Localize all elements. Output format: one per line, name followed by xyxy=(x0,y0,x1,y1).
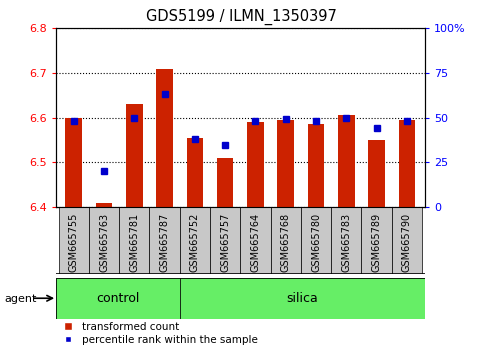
Bar xyxy=(180,207,210,274)
Text: GSM665763: GSM665763 xyxy=(99,212,109,272)
Text: GSM665752: GSM665752 xyxy=(190,212,200,272)
Bar xyxy=(338,115,355,207)
Bar xyxy=(119,207,149,274)
Bar xyxy=(217,158,233,207)
Bar xyxy=(89,207,119,274)
Text: GSM665790: GSM665790 xyxy=(402,212,412,272)
Text: GDS5199 / ILMN_1350397: GDS5199 / ILMN_1350397 xyxy=(146,9,337,25)
Bar xyxy=(180,278,425,319)
Bar xyxy=(96,202,113,207)
Text: GSM665780: GSM665780 xyxy=(311,212,321,272)
Text: GSM665781: GSM665781 xyxy=(129,212,139,272)
Text: GSM665787: GSM665787 xyxy=(159,212,170,272)
Bar xyxy=(277,120,294,207)
Bar xyxy=(392,207,422,274)
Bar xyxy=(126,104,142,207)
Bar xyxy=(398,120,415,207)
Text: silica: silica xyxy=(286,292,318,305)
Text: GSM665764: GSM665764 xyxy=(251,212,260,272)
Bar xyxy=(186,138,203,207)
Text: GSM665768: GSM665768 xyxy=(281,212,291,272)
Text: GSM665783: GSM665783 xyxy=(341,212,351,272)
Text: GSM665789: GSM665789 xyxy=(371,212,382,272)
Text: control: control xyxy=(96,292,139,305)
Bar xyxy=(58,207,89,274)
Bar xyxy=(149,207,180,274)
Text: GSM665755: GSM665755 xyxy=(69,212,79,272)
Bar xyxy=(361,207,392,274)
Text: GSM665757: GSM665757 xyxy=(220,212,230,272)
Bar xyxy=(247,122,264,207)
Text: agent: agent xyxy=(5,294,37,304)
Bar xyxy=(301,207,331,274)
Bar xyxy=(368,140,385,207)
Bar xyxy=(331,207,361,274)
Bar xyxy=(241,207,270,274)
Bar xyxy=(270,207,301,274)
Bar xyxy=(156,69,173,207)
Legend: transformed count, percentile rank within the sample: transformed count, percentile rank withi… xyxy=(54,317,262,349)
Bar xyxy=(65,118,82,207)
Bar xyxy=(210,207,241,274)
Bar xyxy=(308,124,325,207)
Bar xyxy=(56,278,180,319)
